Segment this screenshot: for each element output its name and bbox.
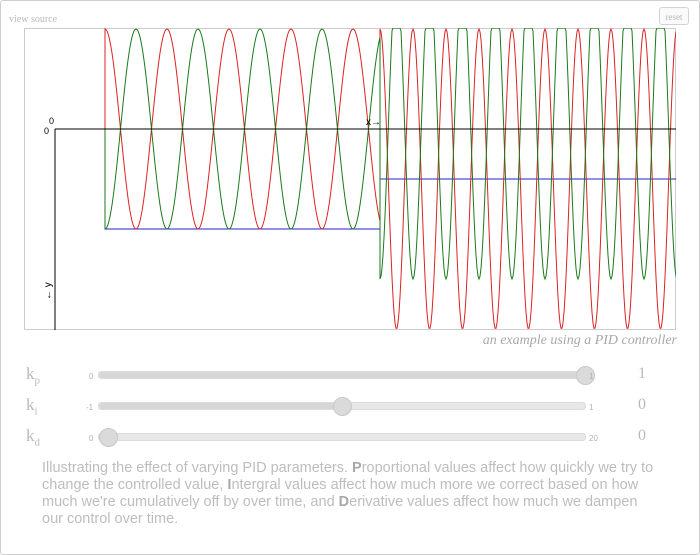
- output-curve: [55, 27, 677, 329]
- description-s1: Illustrating the effect of varying PID p…: [42, 460, 353, 476]
- slider-ki-track[interactable]: [98, 397, 586, 416]
- slider-kp-thumb[interactable]: [576, 366, 595, 385]
- chart-caption: an example using a PID controller: [482, 333, 677, 348]
- slider-ki-value: 0: [638, 396, 646, 413]
- slider-ki-thumb[interactable]: [333, 397, 352, 416]
- description-p-letter: P: [352, 460, 362, 476]
- description-s3: ntergral values affect how much more we …: [42, 477, 639, 510]
- origin-label-x: 0: [49, 116, 54, 126]
- slider-ki-fill: [99, 403, 342, 409]
- slider-kp-fill: [99, 372, 585, 378]
- description-d-letter: D: [338, 494, 350, 510]
- y-axis-label: ← y: [43, 282, 54, 300]
- slider-ki: ki -1 1 0: [0, 395, 700, 419]
- slider-ki-label: ki: [26, 395, 38, 418]
- slider-kp-value: 1: [638, 365, 646, 382]
- slider-kp-track[interactable]: [98, 366, 595, 385]
- control-curve: [55, 27, 677, 281]
- slider-kd-max: 20: [589, 434, 598, 443]
- pid-chart: 0 0 x→ ← y: [24, 27, 677, 330]
- slider-kd-value: 0: [638, 427, 646, 444]
- description-s2: roportional values affect how quickly we…: [42, 460, 654, 493]
- slider-kd-label: kd: [26, 426, 40, 449]
- slider-ki-min: -1: [86, 403, 94, 412]
- view-source-link[interactable]: view source: [9, 14, 58, 25]
- slider-kd-min: 0: [89, 434, 94, 443]
- slider-kp-min: 0: [89, 372, 94, 381]
- chart-panel: 0 0 x→ ← y: [24, 27, 677, 335]
- description-s4: erivative values affect how much we damp…: [42, 494, 638, 527]
- reset-button[interactable]: reset: [659, 7, 689, 25]
- x-axis-label: x→: [366, 117, 381, 128]
- slider-kp-max: 1: [589, 372, 594, 381]
- origin-label-y: 0: [44, 126, 49, 136]
- slider-kd: kd 0 20 0: [0, 426, 700, 450]
- slider-kp-label: kp: [26, 364, 40, 387]
- slider-kp: kp 0 1 1: [0, 364, 700, 388]
- description-text: Illustrating the effect of varying PID p…: [42, 460, 662, 528]
- description-i-letter: I: [227, 477, 232, 493]
- slider-kd-track[interactable]: [98, 428, 586, 447]
- slider-ki-max: 1: [589, 403, 594, 412]
- slider-kd-thumb[interactable]: [99, 428, 118, 447]
